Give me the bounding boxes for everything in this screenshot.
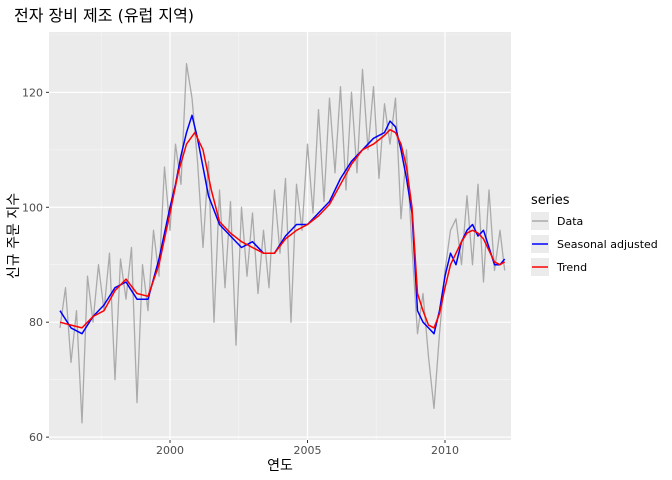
legend-item-data: Data: [531, 212, 583, 230]
y-tick-label: 100: [22, 201, 43, 214]
grid-lines: [49, 32, 511, 440]
legend-label-seasonal-adjusted: Seasonal adjusted: [557, 238, 658, 251]
y-tick-label: 120: [22, 86, 43, 99]
x-tick-label: 2005: [294, 444, 322, 457]
series-line-data: [59, 62, 506, 424]
y-tick-label: 80: [29, 316, 43, 329]
x-tick-label: 2000: [156, 444, 184, 457]
x-tick-label: 2010: [431, 444, 459, 457]
plot-panel: [49, 32, 511, 440]
series-line-seasonal-adjusted: [59, 114, 506, 335]
legend-label-data: Data: [557, 215, 583, 228]
series-line-trend: [59, 128, 506, 329]
chart-title: 전자 장비 제조 (유럽 지역): [14, 6, 194, 25]
legend-label-trend: Trend: [556, 261, 587, 274]
legend: series Data Seasonal adjusted Trend: [531, 193, 658, 276]
series-layer: [59, 62, 506, 424]
legend-item-trend: Trend: [531, 258, 587, 276]
legend-title: series: [531, 193, 570, 208]
x-axis-title: 연도: [267, 458, 293, 474]
axis-ticks: 2000 2005 2010 60 80 100 120: [22, 86, 459, 457]
y-axis-title: 신규 주문 지수: [6, 193, 22, 279]
legend-item-seasonal-adjusted: Seasonal adjusted: [531, 235, 658, 253]
y-tick-label: 60: [29, 431, 43, 444]
